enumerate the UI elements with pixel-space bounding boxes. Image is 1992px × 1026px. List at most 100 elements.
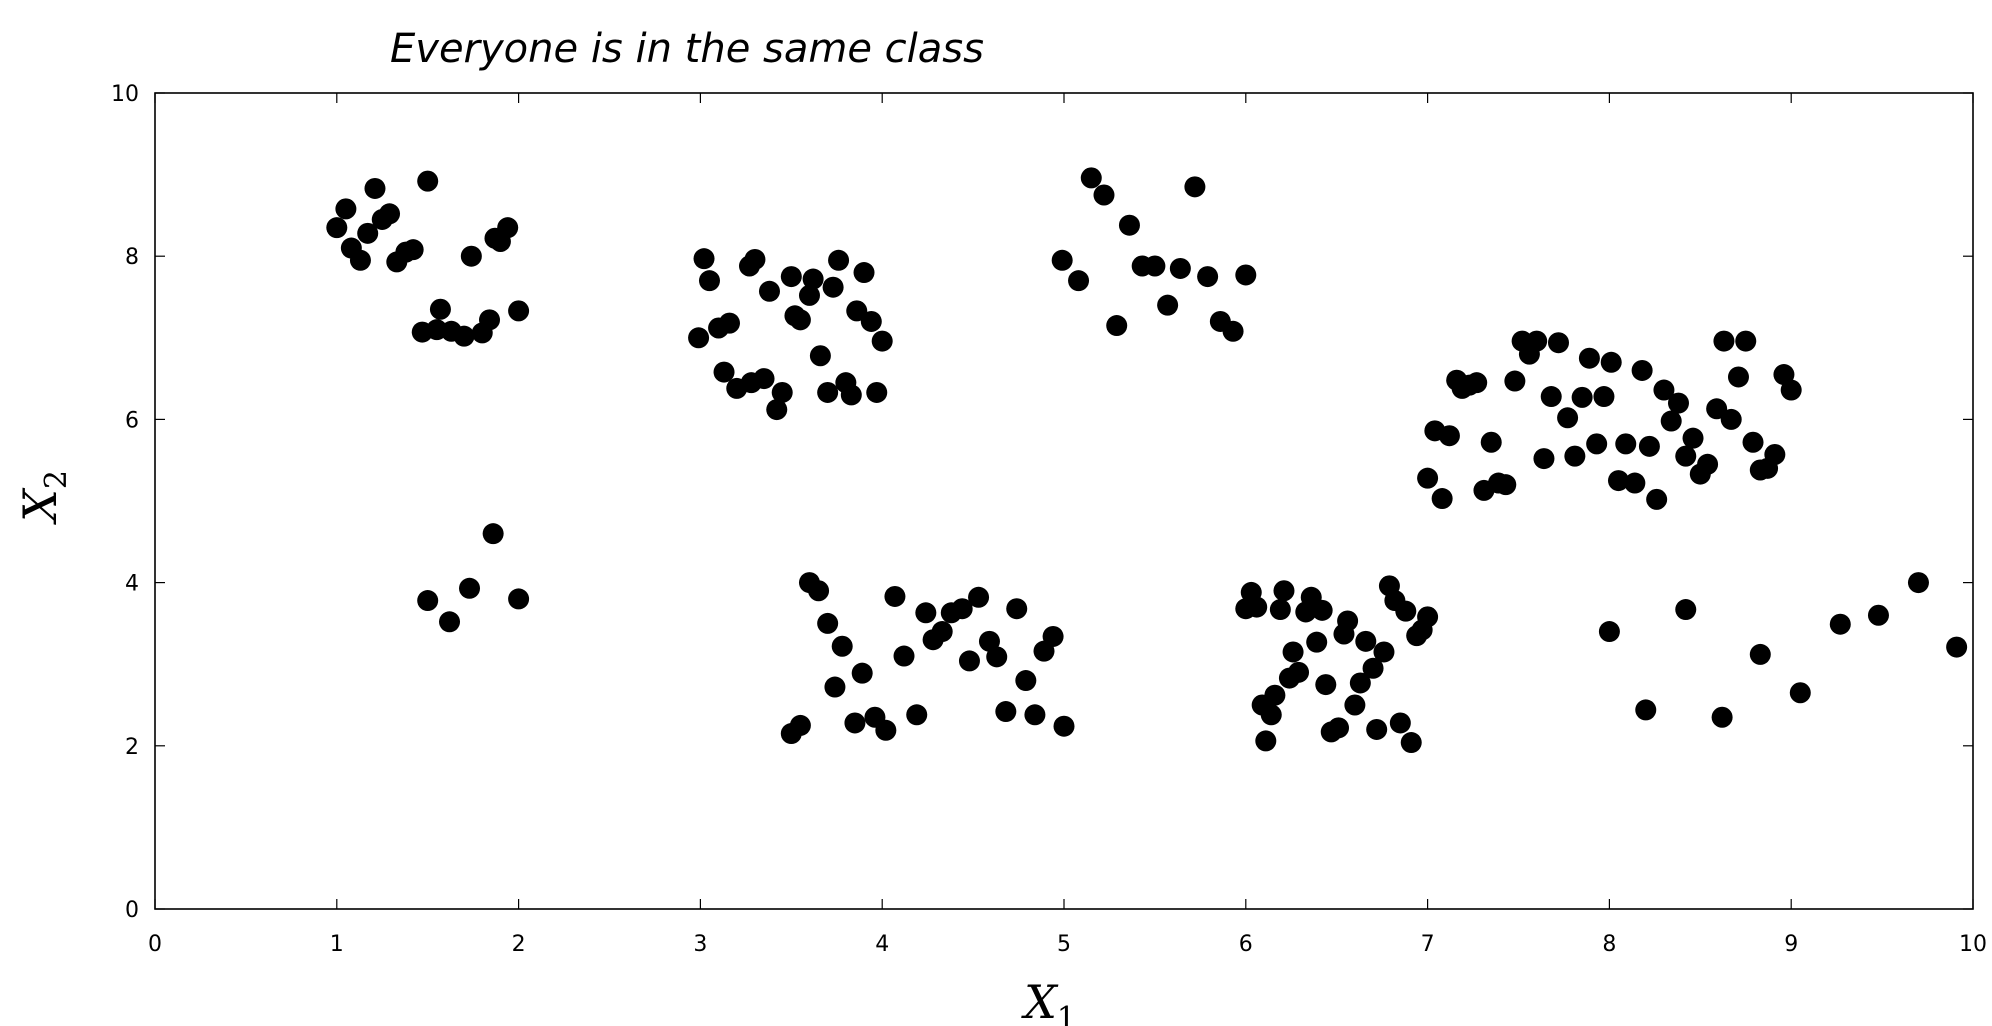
data-point bbox=[1526, 330, 1548, 352]
data-point bbox=[459, 577, 481, 599]
data-point bbox=[1495, 474, 1517, 496]
data-point bbox=[1646, 488, 1668, 510]
data-point bbox=[1118, 214, 1140, 236]
data-point bbox=[1607, 470, 1629, 492]
data-point bbox=[958, 650, 980, 672]
data-point bbox=[875, 719, 897, 741]
data-point bbox=[1615, 433, 1637, 455]
data-point bbox=[802, 268, 824, 290]
data-point bbox=[1907, 572, 1929, 594]
data-point bbox=[906, 704, 928, 726]
x-tick-label: 1 bbox=[330, 932, 344, 957]
data-point bbox=[789, 714, 811, 736]
data-point bbox=[915, 602, 937, 624]
data-point bbox=[698, 270, 720, 292]
data-point bbox=[1667, 392, 1689, 414]
data-point bbox=[1675, 445, 1697, 467]
x-tick-label: 2 bbox=[512, 932, 526, 957]
data-point bbox=[1780, 379, 1802, 401]
data-point bbox=[951, 598, 973, 620]
chart-annotation: Everyone is in the same class bbox=[390, 26, 984, 72]
data-point bbox=[1631, 359, 1653, 381]
plot-border bbox=[154, 92, 1974, 910]
data-point bbox=[831, 635, 853, 657]
data-point bbox=[866, 381, 888, 403]
data-point bbox=[853, 262, 875, 284]
data-point bbox=[479, 309, 501, 331]
x-axis-label: X1 bbox=[1021, 975, 1076, 1026]
data-point bbox=[1697, 453, 1719, 475]
y-tick-label: 8 bbox=[125, 245, 139, 270]
data-point bbox=[713, 361, 735, 383]
data-point bbox=[1260, 704, 1282, 726]
data-point bbox=[429, 298, 451, 320]
data-point bbox=[1635, 699, 1657, 721]
data-point bbox=[968, 586, 990, 608]
data-point bbox=[1144, 255, 1166, 277]
data-point bbox=[439, 611, 461, 633]
data-point bbox=[1600, 351, 1622, 373]
x-tick-label: 7 bbox=[1421, 932, 1435, 957]
data-point bbox=[453, 325, 475, 347]
data-point bbox=[1197, 266, 1219, 288]
data-point bbox=[379, 203, 401, 225]
data-point bbox=[1742, 431, 1764, 453]
data-point bbox=[693, 248, 715, 270]
data-point bbox=[828, 249, 850, 271]
data-point bbox=[357, 222, 379, 244]
data-point bbox=[1093, 184, 1115, 206]
x-axis-label-subscript: 1 bbox=[1057, 1001, 1076, 1026]
data-point bbox=[1438, 425, 1460, 447]
data-point bbox=[1564, 445, 1586, 467]
data-point bbox=[884, 585, 906, 607]
data-point bbox=[1015, 670, 1037, 692]
y-tick-label: 6 bbox=[125, 408, 139, 433]
x-tick-label: 5 bbox=[1057, 932, 1071, 957]
data-point bbox=[718, 312, 740, 334]
data-point bbox=[1006, 598, 1028, 620]
data-point bbox=[1306, 631, 1328, 653]
data-point bbox=[1222, 320, 1244, 342]
plot-frame bbox=[154, 92, 1974, 910]
x-tick-label: 8 bbox=[1602, 932, 1616, 957]
x-tick-label: 0 bbox=[148, 932, 162, 957]
data-point bbox=[995, 701, 1017, 723]
data-point bbox=[1349, 672, 1371, 694]
data-point bbox=[1727, 366, 1749, 388]
x-tick-label: 9 bbox=[1784, 932, 1798, 957]
data-point bbox=[1255, 730, 1277, 752]
data-point bbox=[753, 368, 775, 390]
y-tick-label: 4 bbox=[125, 572, 139, 597]
data-point bbox=[1373, 641, 1395, 663]
y-tick-label: 10 bbox=[111, 82, 139, 107]
data-point bbox=[1749, 643, 1771, 665]
data-point bbox=[1598, 621, 1620, 643]
data-point bbox=[1735, 330, 1757, 352]
data-point bbox=[1571, 386, 1593, 408]
x-tick-label: 4 bbox=[875, 932, 889, 957]
data-point bbox=[1042, 625, 1064, 647]
data-points bbox=[326, 167, 1968, 754]
data-point bbox=[1389, 712, 1411, 734]
data-point bbox=[1789, 682, 1811, 704]
data-point bbox=[1720, 408, 1742, 430]
data-point bbox=[844, 712, 866, 734]
data-point bbox=[766, 399, 788, 421]
data-point bbox=[817, 381, 839, 403]
data-point bbox=[1269, 599, 1291, 621]
data-point bbox=[1273, 580, 1295, 602]
data-point bbox=[460, 245, 482, 267]
data-point bbox=[1829, 613, 1851, 635]
y-axis-label-main: X bbox=[13, 487, 67, 525]
y-axis-label: X2 bbox=[13, 470, 74, 525]
data-point bbox=[1593, 386, 1615, 408]
data-point bbox=[508, 588, 530, 610]
data-point bbox=[1586, 433, 1608, 455]
y-axis-ticks: 0 2 4 6 8 10 bbox=[111, 82, 1973, 923]
data-point bbox=[1400, 732, 1422, 754]
data-point bbox=[326, 217, 348, 239]
data-point bbox=[1282, 641, 1304, 663]
data-point bbox=[1395, 600, 1417, 622]
data-point bbox=[1169, 257, 1191, 279]
